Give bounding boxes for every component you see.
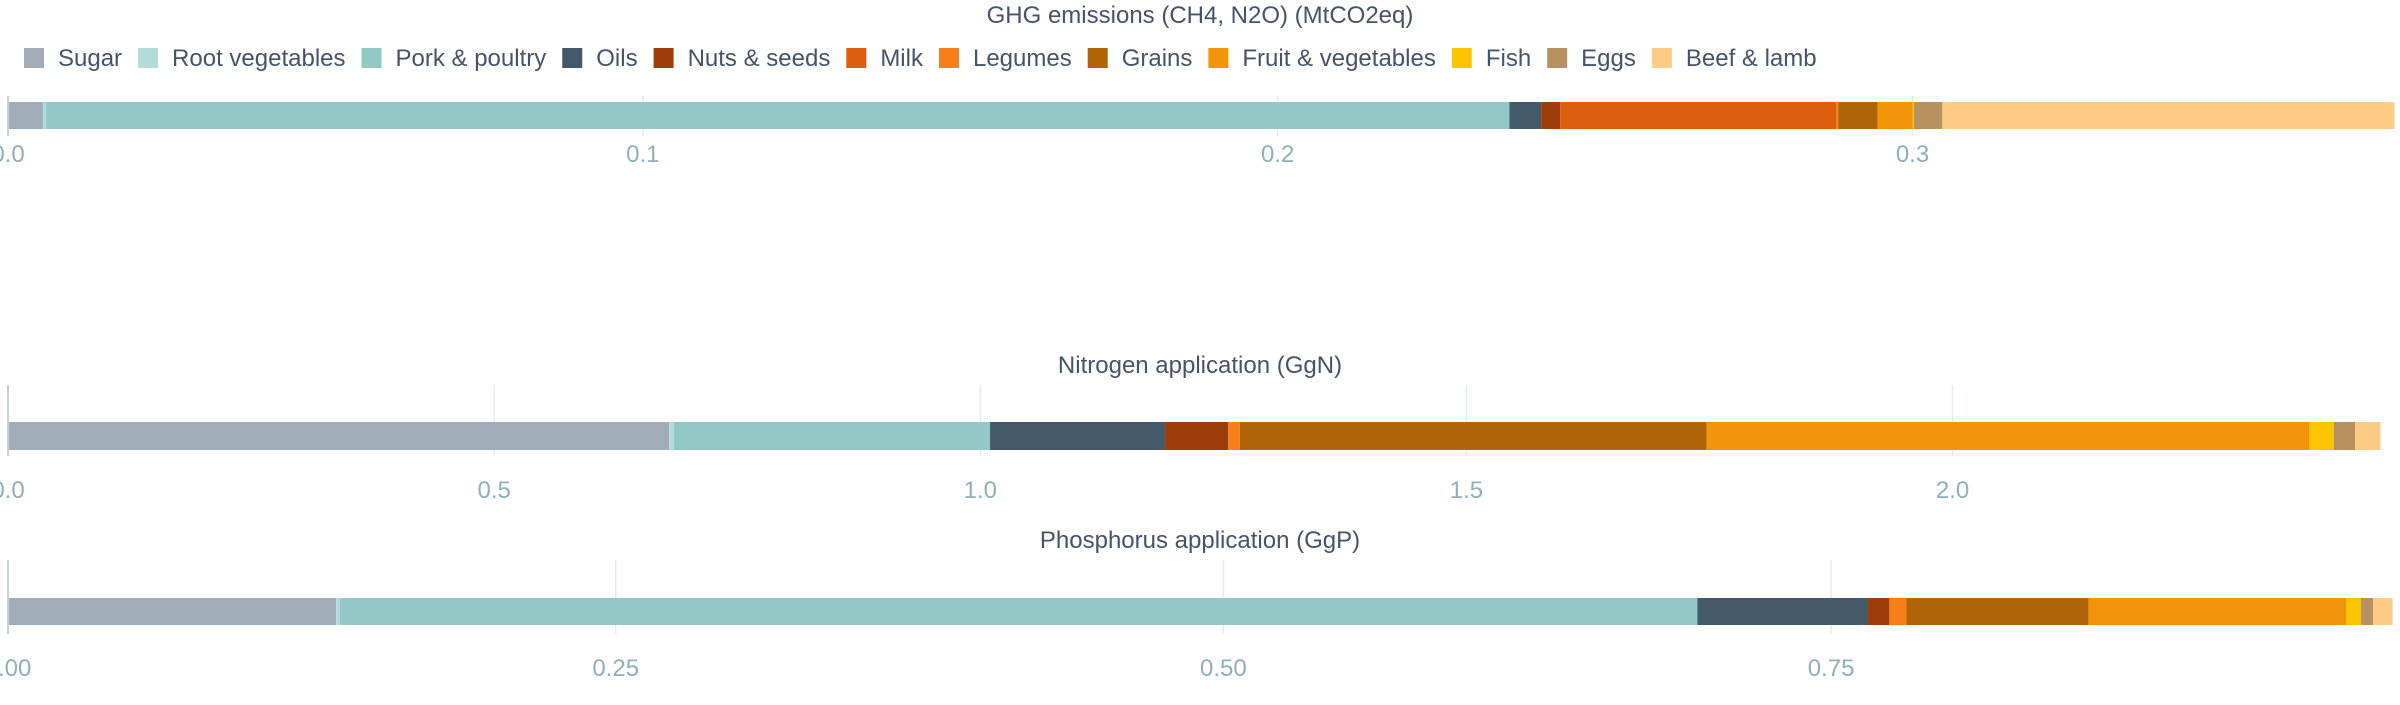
tick-label-1-4: 2.0 — [1936, 477, 1969, 504]
tick-label-1-3: 1.5 — [1450, 477, 1483, 504]
tick-label-2-1: 0.25 — [592, 655, 639, 682]
bar-segment-0-0 — [8, 102, 43, 129]
bar-segment-1-7 — [1239, 422, 1707, 450]
bar-segment-0-1 — [42, 102, 47, 129]
bar-segment-2-10 — [2360, 598, 2374, 625]
legend-label-5: Milk — [880, 45, 924, 72]
bar-segment-1-9 — [2309, 422, 2334, 450]
tick-label-2-0: 0.00 — [0, 655, 31, 682]
legend-label-8: Fruit & vegetables — [1242, 45, 1435, 72]
legend-swatch-6 — [938, 48, 959, 68]
legend-swatch-0 — [24, 48, 44, 68]
tick-label-0-0: 0.0 — [0, 141, 25, 168]
tick-label-1-0: 0.0 — [0, 477, 25, 504]
legend-label-11: Beef & lamb — [1686, 45, 1817, 72]
bar-segment-1-8 — [1706, 422, 2310, 450]
legend-label-9: Fish — [1486, 45, 1531, 72]
bar-segment-1-3 — [990, 422, 1166, 450]
legend-label-1: Root vegetables — [172, 45, 345, 72]
legend-swatch-8 — [1208, 48, 1229, 68]
bar-segment-0-8 — [1877, 102, 1913, 129]
tick-label-2-3: 0.75 — [1808, 655, 1855, 682]
bar-segment-1-1 — [669, 422, 675, 450]
legend-label-6: Legumes — [973, 45, 1072, 72]
bar-segment-1-2 — [674, 422, 991, 450]
legend-label-7: Grains — [1122, 45, 1193, 72]
legend-label-2: Pork & poultry — [396, 45, 547, 72]
legend-swatch-2 — [361, 48, 382, 68]
bar-segment-0-5 — [1560, 102, 1837, 129]
bar-segment-1-10 — [2333, 422, 2356, 450]
legend-label-3: Oils — [596, 45, 637, 72]
tick-label-0-2: 0.2 — [1261, 141, 1294, 168]
bar-segment-2-1 — [336, 598, 340, 625]
legend-label-4: Nuts & seeds — [688, 45, 831, 72]
bar-segment-2-7 — [1906, 598, 2089, 625]
bar-segment-2-6 — [1889, 598, 1907, 625]
bar-segment-2-3 — [1697, 598, 1868, 625]
tick-label-1-2: 1.0 — [964, 477, 997, 504]
bar-segment-0-3 — [1509, 102, 1542, 129]
bar-segment-0-11 — [1942, 102, 2395, 129]
legend-label-0: Sugar — [58, 45, 122, 72]
bar-segment-2-11 — [2373, 598, 2393, 625]
chart-title-0: GHG emissions (CH4, N2O) (MtCO2eq) — [987, 2, 1414, 29]
bar-segment-0-6 — [1836, 102, 1839, 129]
chart-title-2: Phosphorus application (GgP) — [1040, 527, 1360, 554]
legend-swatch-10 — [1547, 48, 1568, 68]
bar-segment-2-8 — [2088, 598, 2347, 625]
bar-segment-1-0 — [8, 422, 670, 450]
legend-swatch-9 — [1451, 48, 1472, 68]
legend-label-10: Eggs — [1581, 45, 1636, 72]
legend-swatch-4 — [653, 48, 674, 68]
bar-segment-1-11 — [2355, 422, 2381, 450]
bar-segment-2-2 — [339, 598, 1698, 625]
tick-label-2-2: 0.50 — [1200, 655, 1247, 682]
bar-segment-0-7 — [1838, 102, 1878, 129]
legend-swatch-7 — [1087, 48, 1108, 68]
bar-segment-2-9 — [2346, 598, 2361, 625]
bar-segment-0-9 — [1912, 102, 1914, 129]
legend-swatch-5 — [846, 48, 867, 68]
bar-segment-1-6 — [1228, 422, 1240, 450]
tick-label-1-1: 0.5 — [477, 477, 510, 504]
chart-title-1: Nitrogen application (GgN) — [1058, 352, 1342, 379]
tick-label-0-3: 0.3 — [1896, 141, 1929, 168]
legend-swatch-11 — [1651, 48, 1672, 68]
tick-label-0-1: 0.1 — [626, 141, 659, 168]
bar-segment-2-0 — [8, 598, 337, 625]
legend-swatch-3 — [562, 48, 583, 68]
bar-segment-0-10 — [1913, 102, 1943, 129]
bar-segment-2-4 — [1867, 598, 1890, 625]
bar-segment-0-2 — [46, 102, 1510, 129]
bar-segment-1-4 — [1165, 422, 1229, 450]
bar-segment-0-4 — [1541, 102, 1561, 129]
legend-swatch-1 — [138, 48, 159, 68]
